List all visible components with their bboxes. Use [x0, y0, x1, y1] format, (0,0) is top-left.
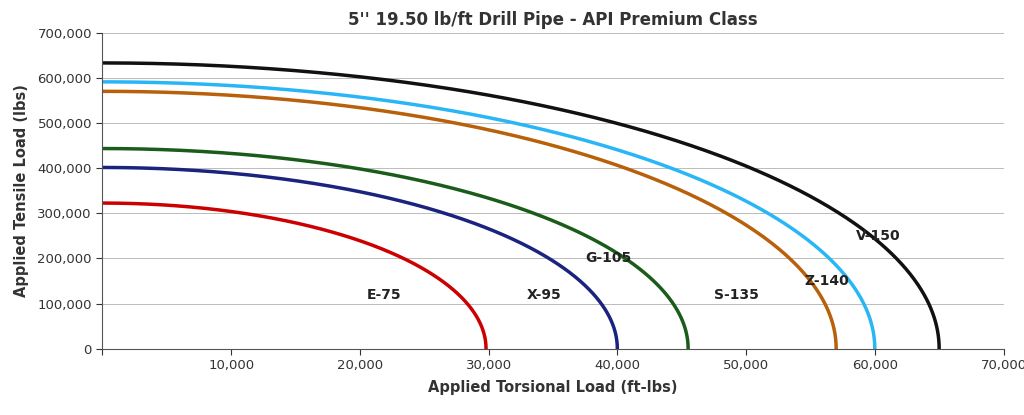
Text: Z-140: Z-140 [804, 274, 849, 288]
X-axis label: Applied Torsional Load (ft-lbs): Applied Torsional Load (ft-lbs) [428, 381, 678, 395]
Text: S-135: S-135 [714, 288, 759, 303]
Title: 5'' 19.50 lb/ft Drill Pipe - API Premium Class: 5'' 19.50 lb/ft Drill Pipe - API Premium… [348, 11, 758, 29]
Text: V-150: V-150 [855, 229, 900, 243]
Text: G-105: G-105 [585, 251, 632, 266]
Y-axis label: Applied Tensile Load (lbs): Applied Tensile Load (lbs) [14, 85, 29, 297]
Text: E-75: E-75 [367, 288, 401, 303]
Text: X-95: X-95 [527, 288, 562, 303]
